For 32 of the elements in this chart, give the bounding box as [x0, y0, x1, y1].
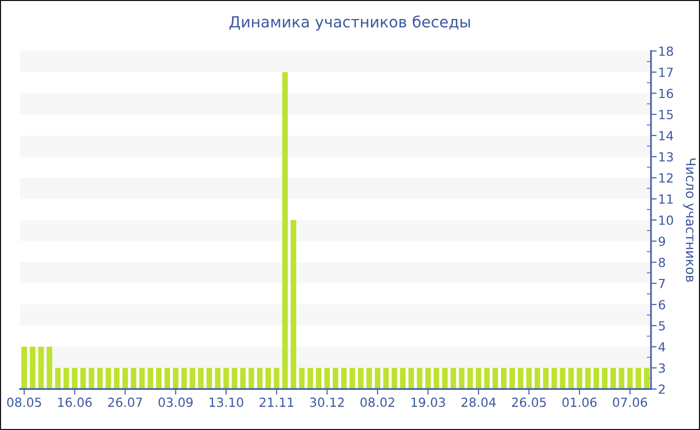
y-tick-label: 14 [659, 131, 674, 140]
y-tick-label: 12 [659, 173, 673, 182]
y-tick-label: 10 [659, 215, 674, 225]
x-tick-label: 07.06 [612, 398, 648, 408]
y-axis-title: Число участников [683, 158, 696, 282]
y-tick-label: 18 [659, 46, 673, 56]
x-tick-label: 30.12 [310, 398, 344, 408]
y-tick-label: 11 [659, 194, 673, 204]
y-tick-label: 7 [658, 279, 665, 288]
x-tick-label: 28.04 [462, 398, 496, 408]
y-tick-label: 16 [659, 88, 674, 98]
x-tick-label: 08.05 [7, 398, 42, 408]
chart-title: Динамика участников беседы [230, 15, 470, 31]
y-tick-label: 8 [658, 258, 666, 268]
y-tick-label: 3 [658, 363, 665, 373]
x-tick-label: 03.09 [158, 398, 193, 408]
x-tick-label: 26.05 [512, 398, 546, 408]
y-tick-label: 5 [658, 321, 665, 331]
y-tick-label: 9 [658, 236, 666, 246]
y-tick-label: 6 [658, 300, 666, 310]
x-tick-label: 21.11 [260, 398, 294, 407]
x-tick-label: 08.02 [360, 398, 394, 408]
x-tick-label: 13.10 [210, 398, 244, 408]
y-tick-label: 13 [659, 152, 673, 162]
y-tick-label: 4 [658, 342, 666, 352]
x-tick-label: 16.06 [58, 398, 92, 408]
x-tick-label: 26.07 [108, 398, 142, 408]
y-tick-label: 15 [659, 110, 673, 120]
x-tick-label: 01.06 [562, 398, 597, 408]
y-tick-label: 2 [658, 384, 665, 394]
x-tick-label: 19.03 [412, 398, 445, 408]
y-tick-label: 17 [659, 68, 673, 77]
